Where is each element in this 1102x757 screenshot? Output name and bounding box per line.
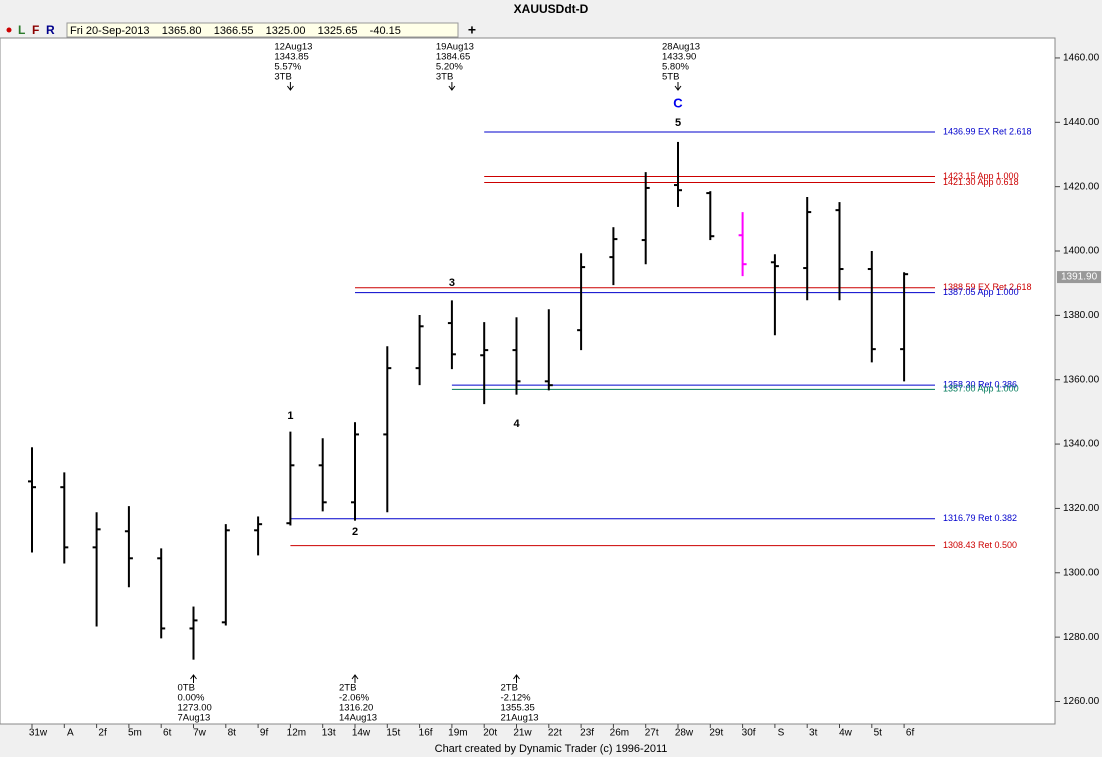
x-tick-label: 22t — [548, 728, 562, 739]
record-dot — [6, 27, 12, 33]
swing-low-note: 0.00% — [178, 693, 205, 704]
x-tick-label: 26m — [610, 728, 629, 739]
x-tick-label: 5m — [128, 728, 142, 739]
swing-high-note: 1384.65 — [436, 52, 470, 63]
x-tick-label: 15t — [386, 728, 400, 739]
swing-low-note: 1316.20 — [339, 703, 373, 714]
wave-label: 3 — [449, 277, 455, 289]
plot-area — [0, 37, 1056, 725]
swing-high-note: 1343.85 — [274, 52, 308, 63]
y-tick-label: 1280.00 — [1063, 632, 1100, 643]
swing-high-note: 3TB — [436, 72, 453, 83]
level-label: 1423.15 App 1.000 — [943, 171, 1019, 181]
swing-high-note: 3TB — [274, 72, 291, 83]
swing-low-note: 1273.00 — [178, 703, 212, 714]
level-label: 1308.43 Ret 0.500 — [943, 540, 1017, 550]
level-label: 1316.79 Ret 0.382 — [943, 513, 1017, 523]
x-tick-label: 7w — [193, 728, 207, 739]
x-tick-label: 19m — [448, 728, 467, 739]
toolbar-button[interactable]: R — [46, 23, 55, 37]
level-label: 1388.59 EX Ret 2.618 — [943, 282, 1032, 292]
toolbar-button[interactable]: F — [32, 23, 39, 37]
x-tick-label: 2f — [98, 728, 107, 739]
x-tick-label: 28w — [675, 728, 694, 739]
arrow-down — [448, 82, 456, 91]
swing-high-note: 5.57% — [274, 62, 301, 73]
swing-high-note: 5.80% — [662, 62, 689, 73]
x-tick-label: 27t — [645, 728, 659, 739]
x-tick-label: 13t — [322, 728, 336, 739]
wave-label: 5 — [675, 117, 681, 129]
y-tick-label: 1300.00 — [1063, 567, 1100, 578]
x-tick-label: 5t — [874, 728, 883, 739]
y-tick-label: 1380.00 — [1063, 310, 1100, 321]
footer: Chart created by Dynamic Trader (c) 1996… — [435, 743, 668, 755]
arrow-up — [351, 674, 359, 683]
y-tick-label: 1360.00 — [1063, 374, 1100, 385]
x-tick-label: 12m — [287, 728, 306, 739]
arrow-up — [513, 674, 520, 683]
x-tick-label: S — [778, 728, 785, 739]
swing-low-note: 0TB — [178, 683, 195, 694]
level-label: 1387.05 App 1.000 — [943, 287, 1019, 297]
x-tick-label: 9f — [260, 728, 269, 739]
x-tick-label: 16f — [419, 728, 433, 739]
x-tick-label: 29t — [709, 728, 723, 739]
swing-low-note: 14Aug13 — [339, 713, 377, 724]
x-tick-label: A — [67, 728, 74, 739]
y-tick-label: 1440.00 — [1063, 117, 1100, 128]
x-tick-label: 8t — [228, 728, 237, 739]
y-tick-label: 1460.00 — [1063, 53, 1100, 64]
x-tick-label: 21w — [513, 728, 532, 739]
y-tick-label: 1420.00 — [1063, 181, 1100, 192]
wave-label: C — [673, 95, 683, 110]
wave-label: 1 — [287, 410, 293, 422]
x-tick-label: 20t — [483, 728, 497, 739]
wave-label: 4 — [513, 418, 520, 430]
swing-high-note: 28Aug13 — [662, 42, 700, 53]
x-tick-label: 6t — [163, 728, 172, 739]
swing-low-note: -2.06% — [339, 693, 370, 704]
swing-high-note: 1433.90 — [662, 52, 696, 63]
level-label: 1358.30 Ret 0.386 — [943, 380, 1017, 390]
x-tick-label: 3t — [809, 728, 818, 739]
toolbar-button[interactable]: L — [18, 23, 25, 37]
x-tick-label: 31w — [29, 728, 48, 739]
y-tick-label: 1320.00 — [1063, 503, 1100, 514]
level-label: 1436.99 EX Ret 2.618 — [943, 126, 1032, 136]
level-label: 1357.00 App 1.000 — [943, 384, 1019, 394]
swing-high-note: 19Aug13 — [436, 42, 474, 53]
swing-low-note: 7Aug13 — [178, 713, 211, 724]
readout-box — [66, 22, 459, 38]
x-tick-label: 6f — [906, 728, 915, 739]
swing-low-note: 2TB — [339, 683, 356, 694]
arrow-down — [287, 82, 294, 91]
chart-title: XAUUSDdt-D — [514, 2, 589, 16]
swing-high-note: 5.20% — [436, 62, 463, 73]
swing-low-note: -2.12% — [501, 693, 532, 704]
arrow-down — [674, 82, 682, 91]
swing-high-note: 5TB — [662, 72, 679, 83]
arrow-up — [190, 674, 197, 683]
last-price-box — [1057, 271, 1101, 284]
y-tick-label: 1260.00 — [1063, 696, 1100, 707]
add-button[interactable]: + — [468, 22, 476, 38]
x-tick-label: 4w — [839, 728, 853, 739]
swing-high-note: 12Aug13 — [274, 42, 312, 53]
x-tick-label: 14w — [352, 728, 371, 739]
last-price-label: 1391.90 — [1061, 272, 1098, 283]
y-tick-label: 1400.00 — [1063, 246, 1100, 257]
swing-low-note: 1355.35 — [501, 703, 535, 714]
x-tick-label: 30f — [742, 728, 756, 739]
wave-label: 2 — [352, 526, 358, 538]
swing-low-note: 21Aug13 — [501, 713, 539, 724]
x-tick-label: 23f — [580, 728, 594, 739]
level-label: 1421.30 App 0.618 — [943, 177, 1019, 187]
y-tick-label: 1340.00 — [1063, 439, 1100, 450]
swing-low-note: 2TB — [501, 683, 518, 694]
readout: Fri 20-Sep-2013 1365.80 1366.55 1325.00 … — [70, 25, 401, 37]
